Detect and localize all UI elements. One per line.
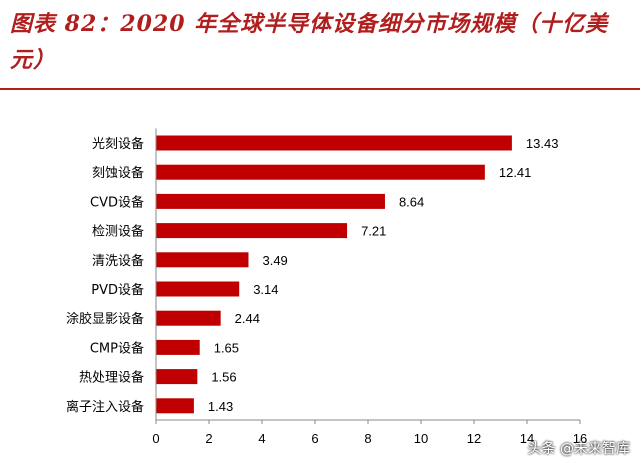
category-label: 刻蚀设备: [92, 165, 144, 181]
category-label: CMP设备: [90, 340, 144, 356]
category-label: 光刻设备: [92, 136, 144, 152]
value-label: 2.44: [235, 311, 260, 326]
x-tick-label: 0: [152, 431, 159, 446]
value-label: 12.41: [499, 165, 532, 180]
x-tick-label: 12: [467, 431, 481, 446]
bar: [156, 398, 194, 414]
category-label: 检测设备: [92, 224, 144, 240]
x-tick-label: 16: [573, 431, 587, 446]
category-label: 涂胶显影设备: [66, 311, 144, 327]
bar: [156, 164, 485, 180]
bar: [156, 310, 221, 326]
bar: [156, 339, 200, 355]
value-label: 7.21: [361, 224, 386, 239]
x-tick-label: 8: [364, 431, 371, 446]
bar: [156, 369, 198, 385]
category-label: PVD设备: [91, 282, 144, 298]
category-label: 清洗设备: [92, 253, 144, 269]
category-label: CVD设备: [90, 194, 144, 210]
x-tick-label: 14: [520, 431, 534, 446]
value-label: 1.43: [208, 399, 233, 414]
bar: [156, 193, 385, 209]
value-label: 1.56: [211, 370, 236, 385]
x-tick-label: 2: [205, 431, 212, 446]
category-label: 离子注入设备: [66, 399, 144, 415]
watermark-text: 头条 @未来智库: [527, 441, 630, 457]
category-label: 热处理设备: [79, 370, 144, 386]
value-label: 3.49: [262, 253, 287, 268]
bar: [156, 252, 249, 268]
value-label: 8.64: [399, 194, 424, 209]
x-tick-label: 4: [258, 431, 265, 446]
value-label: 1.65: [214, 340, 239, 355]
x-tick-label: 6: [311, 431, 318, 446]
x-tick-label: 10: [414, 431, 428, 446]
title-divider: [0, 88, 640, 90]
value-label: 3.14: [253, 282, 278, 297]
bar: [156, 223, 348, 239]
bar: [156, 281, 240, 297]
bar: [156, 135, 512, 151]
chart-title: 图表 82：2020 年全球半导体设备细分市场规模（十亿美元）: [10, 11, 609, 73]
value-label: 13.43: [526, 136, 559, 151]
